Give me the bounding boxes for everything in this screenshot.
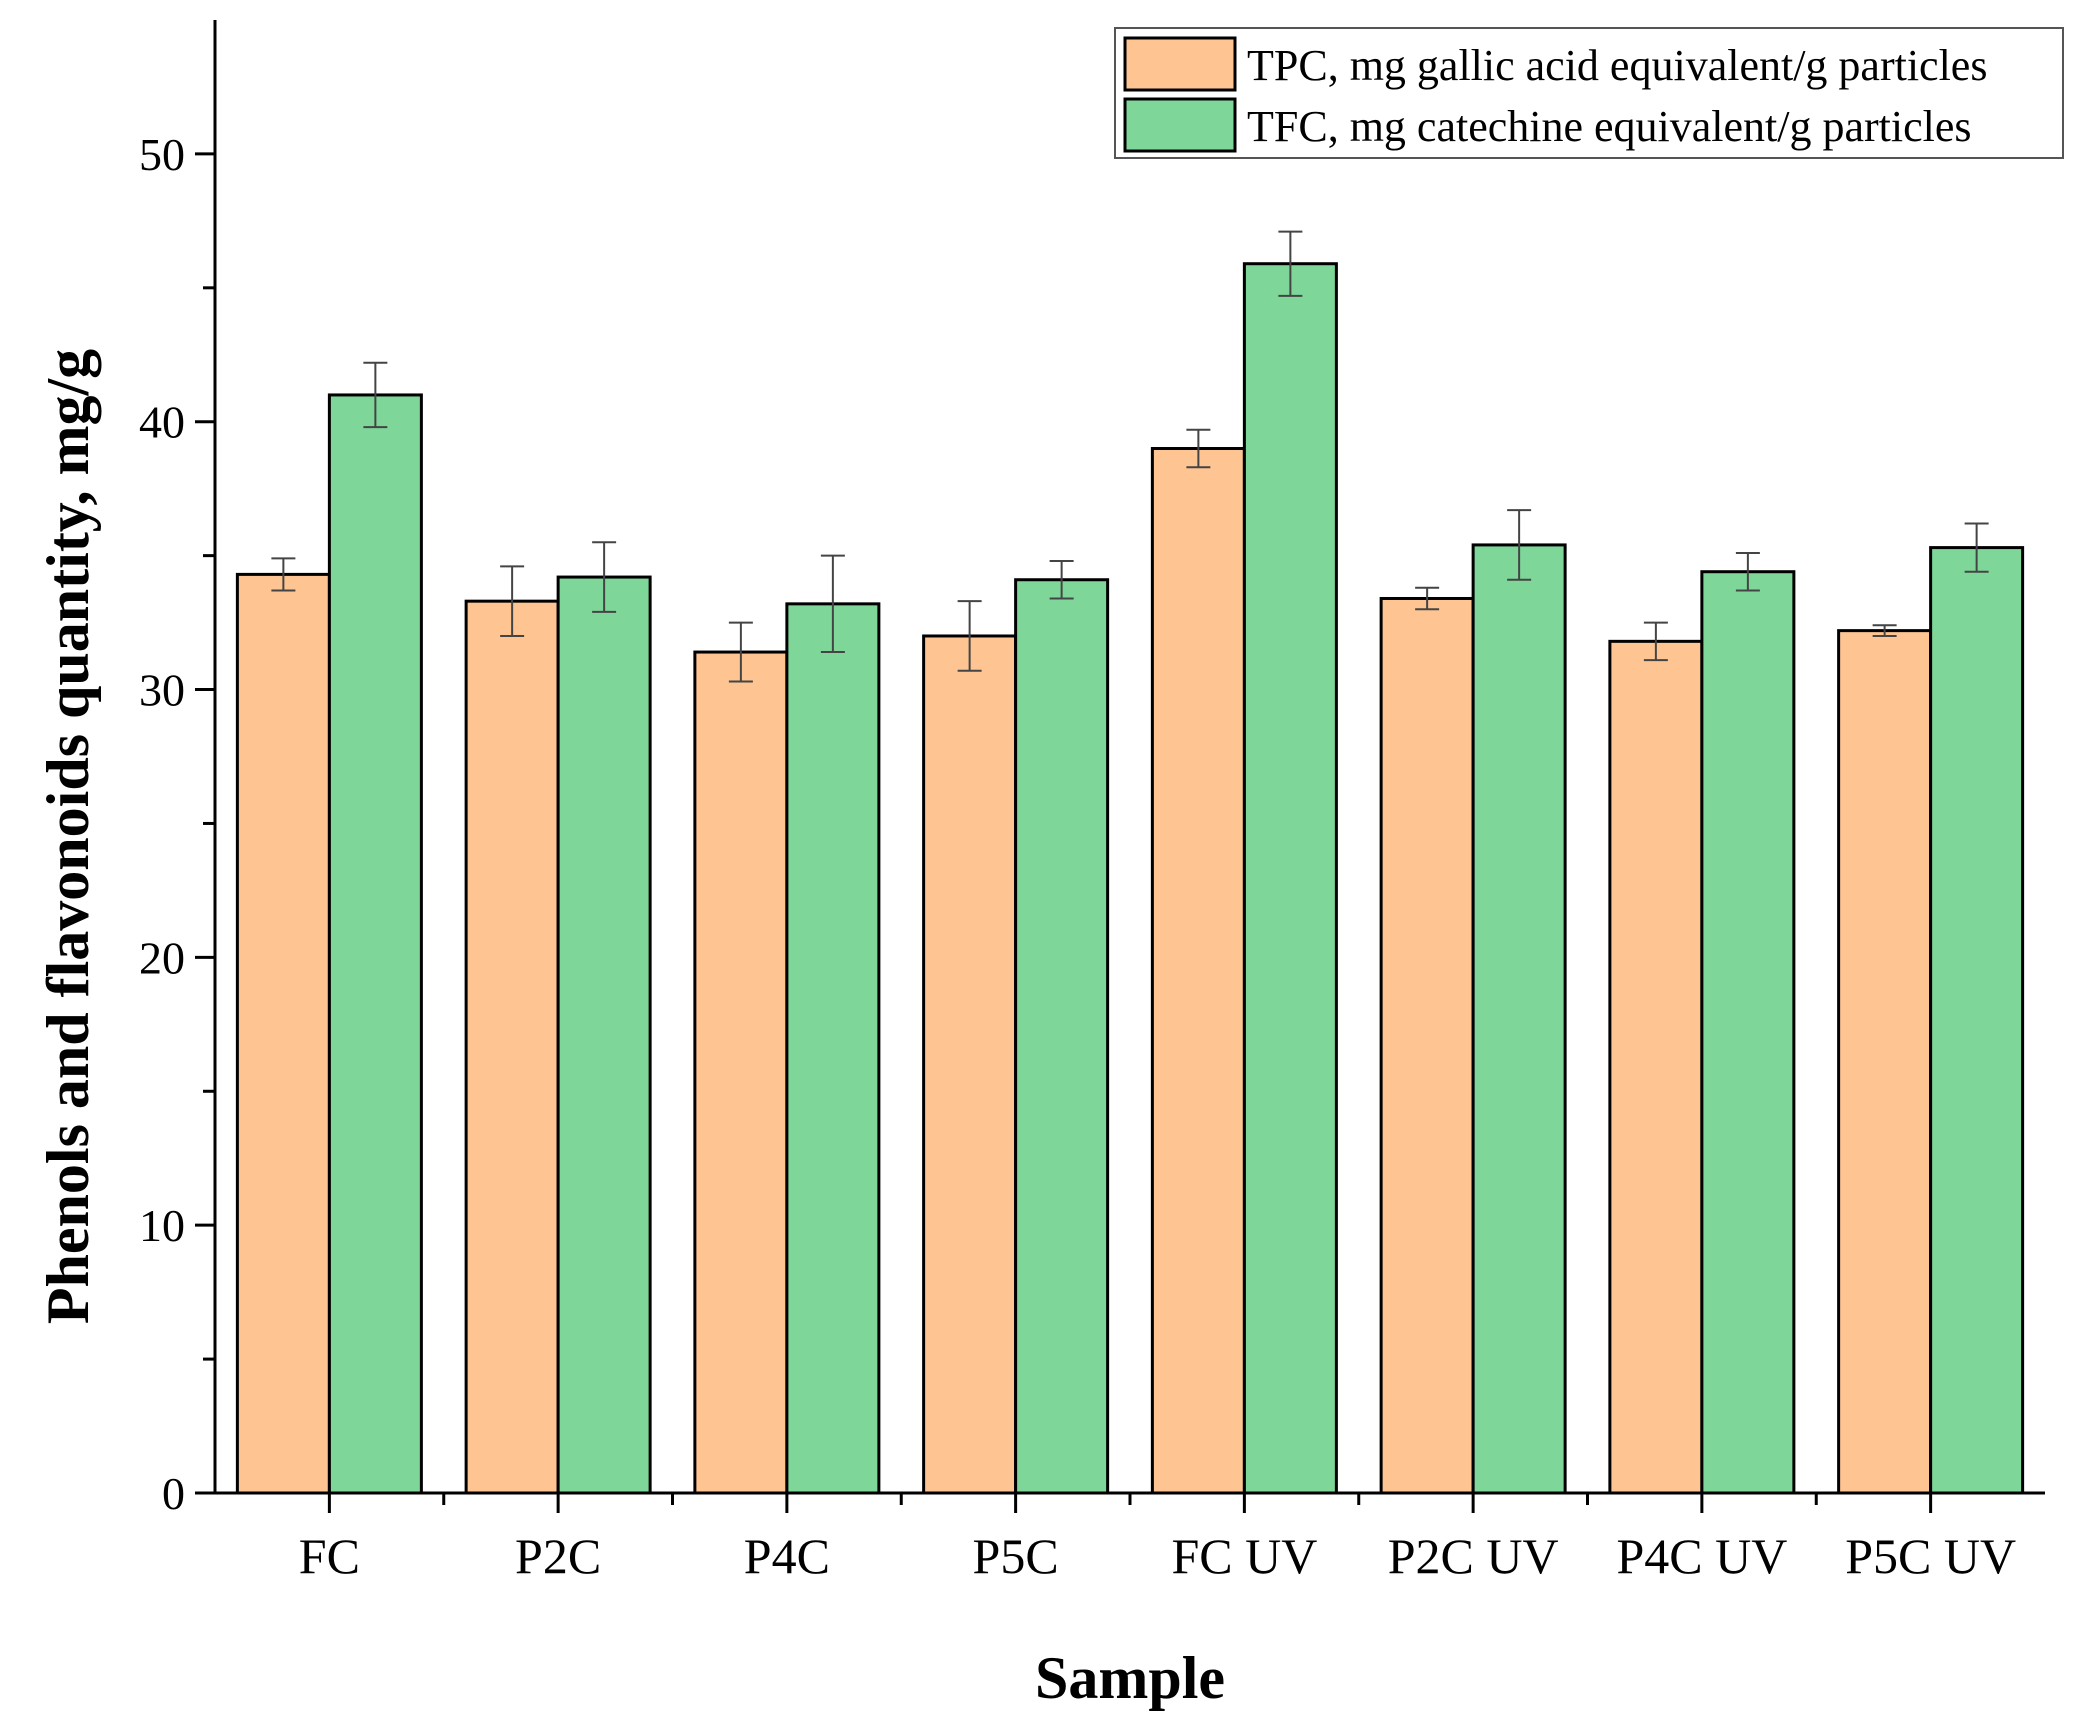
x-tick-label-fc-uv: FC UV [1171, 1528, 1317, 1584]
y-tick-label-30: 30 [139, 665, 185, 716]
bar-tpc-p4c-uv [1608, 639, 1704, 1495]
bar-tpc-p2c-uv [1379, 596, 1475, 1495]
bar-tpc-fc [235, 572, 331, 1495]
bar-tpc-fc-uv [1150, 447, 1246, 1495]
x-tick-label-p4c: P4C [744, 1528, 830, 1584]
x-ticks: FC P2C P4C P5C FC UV P2C UV P4C UV P5C UV [299, 1493, 2016, 1584]
legend-label-tpc: TPC, mg gallic acid equivalent/g particl… [1247, 41, 1987, 90]
bar-tfc-fc [327, 393, 423, 1495]
legend: TPC, mg gallic acid equivalent/g particl… [1114, 27, 2064, 159]
bar-tpc-p5c-uv [1837, 629, 1933, 1495]
error-bars-layer [271, 230, 1989, 683]
y-ticks: 0 10 20 30 40 50 [139, 129, 215, 1519]
legend-label-tfc: TFC, mg catechine equivalent/g particles [1247, 102, 1972, 151]
bar-tpc-p4c [693, 650, 789, 1495]
bar-tfc-p4c [785, 602, 881, 1495]
y-tick-label-20: 20 [139, 932, 185, 983]
x-tick-label-p5c-uv: P5C UV [1845, 1528, 2016, 1584]
x-tick-label-p2c-uv: P2C UV [1388, 1528, 1559, 1584]
bar-tfc-p5c-uv [1929, 546, 2025, 1495]
x-tick-label-fc: FC [299, 1528, 360, 1584]
x-tick-label-p5c: P5C [973, 1528, 1059, 1584]
bar-tfc-fc-uv [1242, 262, 1338, 1495]
x-tick-label-p4c-uv: P4C UV [1616, 1528, 1787, 1584]
y-tick-label-10: 10 [139, 1200, 185, 1251]
y-tick-label-50: 50 [139, 129, 185, 180]
y-tick-label-0: 0 [162, 1468, 185, 1519]
bar-tpc-p2c [464, 599, 560, 1495]
legend-swatch-tpc [1123, 36, 1237, 92]
bar-tfc-p2c-uv [1471, 543, 1567, 1495]
x-axis-title: Sample [1035, 1645, 1225, 1711]
legend-frame [1114, 27, 2064, 159]
legend-swatch-tfc [1123, 97, 1237, 153]
bars-layer [235, 262, 2025, 1495]
x-tick-label-p2c: P2C [515, 1528, 601, 1584]
bar-tfc-p4c-uv [1700, 570, 1796, 1495]
bar-tpc-p5c [922, 634, 1018, 1495]
y-tick-label-40: 40 [139, 397, 185, 448]
bar-tfc-p5c [1014, 578, 1110, 1495]
y-axis-title: Phenols and flavonoids quantity, mg/g [35, 349, 101, 1324]
bar-tfc-p2c [556, 575, 652, 1495]
